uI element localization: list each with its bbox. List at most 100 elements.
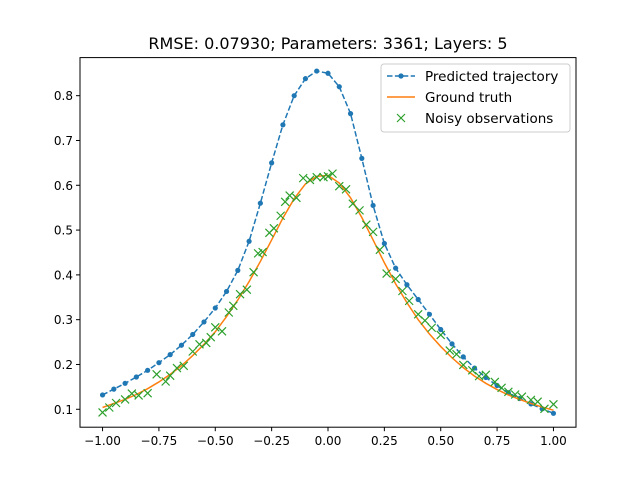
noisy-observation-point (224, 308, 234, 317)
legend-box (380, 63, 571, 133)
predicted-point (156, 360, 162, 366)
predicted-point (280, 122, 286, 128)
noisy-observation-point (368, 227, 378, 237)
predicted-point (201, 319, 207, 325)
noisy-observation-point (120, 394, 130, 404)
predicted-point (190, 331, 196, 338)
predicted-point (269, 160, 275, 166)
x-axis: −1.00 −0.75 −0.50 −0.25 0.00 0.25 0.50 0.75 1.00 (84, 427, 567, 448)
noisy-observation-point (298, 173, 308, 183)
noisy-observation-point (165, 371, 175, 381)
noisy-observation-point (269, 223, 279, 233)
noisy-observation-point (188, 347, 198, 356)
predicted-point (449, 341, 455, 347)
predicted-point (246, 238, 252, 244)
predicted-trajectory-line (102, 70, 554, 415)
noisy-observation-point (427, 323, 437, 333)
x-tick-label: 0.00 (315, 434, 342, 448)
noisy-observation-point (152, 369, 162, 379)
noisy-observation-point (361, 220, 371, 230)
predicted-point (223, 288, 230, 295)
legend-predicted-marker (398, 73, 404, 79)
noisy-observation-point (235, 289, 245, 299)
noisy-observation-point (348, 199, 358, 209)
predicted-point (235, 267, 241, 273)
noisy-observation-point (280, 197, 290, 207)
predicted-point (347, 111, 354, 117)
predicted-point (122, 380, 128, 386)
noisy-observation-point (445, 346, 455, 356)
legend-predicted-label: Predicted trajectory (425, 69, 558, 85)
predicted-point (460, 354, 466, 360)
noisy-observation-point (104, 403, 114, 412)
predicted-point (302, 76, 309, 82)
noisy-observation-point (292, 193, 301, 203)
noisy-observation-point (540, 404, 549, 414)
y-tick-label: 0.8 (54, 89, 73, 103)
series-predicted-trajectory (99, 68, 557, 416)
legend-noisy-marker (396, 113, 406, 123)
noisy-observation-point (458, 360, 468, 370)
predicted-point (550, 410, 557, 416)
noisy-observation-point (285, 191, 295, 201)
predicted-point (314, 68, 320, 74)
x-tick-label: −0.75 (141, 434, 178, 448)
noisy-observation-point (436, 330, 446, 340)
noisy-observation-point (217, 326, 227, 336)
legend-noisy-label: Noisy observations (425, 111, 553, 127)
predicted-point (178, 342, 185, 348)
predicted-point (212, 305, 218, 311)
predicted-point (291, 93, 297, 99)
legend: Predicted trajectory Ground truth Noisy … (380, 63, 571, 133)
noisy-observation-point (172, 363, 182, 373)
noisy-observation-point (161, 377, 171, 386)
y-tick-label: 0.7 (54, 134, 73, 148)
predicted-point (145, 367, 151, 373)
noisy-observation-point (549, 399, 558, 409)
x-tick-label: −1.00 (84, 434, 121, 448)
noisy-observation-point (134, 390, 144, 400)
predicted-point (111, 386, 117, 392)
y-tick-label: 0.2 (54, 358, 73, 372)
noisy-observation-point (481, 370, 491, 380)
predicted-point (426, 311, 433, 317)
predicted-point (370, 202, 376, 209)
predicted-point (167, 352, 173, 358)
legend-noisy-x (396, 113, 406, 123)
noisy-observation-point (533, 397, 543, 407)
noisy-observation-point (355, 205, 364, 215)
predicted-point (415, 296, 421, 303)
noisy-observation-point (382, 269, 392, 278)
predicted-point (99, 392, 106, 398)
noisy-observation-point (452, 349, 461, 359)
noisy-observation-point (276, 211, 286, 221)
noisy-observation-point (503, 387, 513, 397)
predicted-point (393, 265, 399, 271)
predicted-point (404, 282, 410, 288)
noisy-observation-point (323, 171, 333, 181)
noisy-observation-point (98, 407, 107, 417)
y-tick-label: 0.5 (54, 224, 73, 238)
predicted-point (133, 374, 139, 380)
noisy-observation-point (210, 322, 220, 332)
noisy-observation-point (526, 395, 536, 405)
x-tick-label: 0.25 (371, 434, 398, 448)
noisy-observation-point (490, 377, 500, 387)
x-tick-label: −0.25 (253, 434, 290, 448)
legend-truth-label: Ground truth (425, 90, 512, 106)
noisy-observation-point (420, 316, 430, 326)
y-tick-label: 0.6 (54, 179, 73, 193)
noisy-observation-point (497, 383, 507, 393)
x-tick-label: 0.75 (484, 434, 511, 448)
x-tick-label: 1.00 (540, 434, 567, 448)
predicted-point (483, 374, 489, 381)
predicted-point (381, 240, 387, 247)
predicted-point (438, 326, 444, 333)
noisy-observation-point (143, 388, 153, 398)
y-tick-label: 0.1 (54, 403, 73, 417)
noisy-observation-point (228, 301, 238, 311)
noisy-observation-point (258, 247, 268, 257)
noisy-observation-point (517, 392, 527, 402)
x-tick-label: −0.50 (197, 434, 234, 448)
